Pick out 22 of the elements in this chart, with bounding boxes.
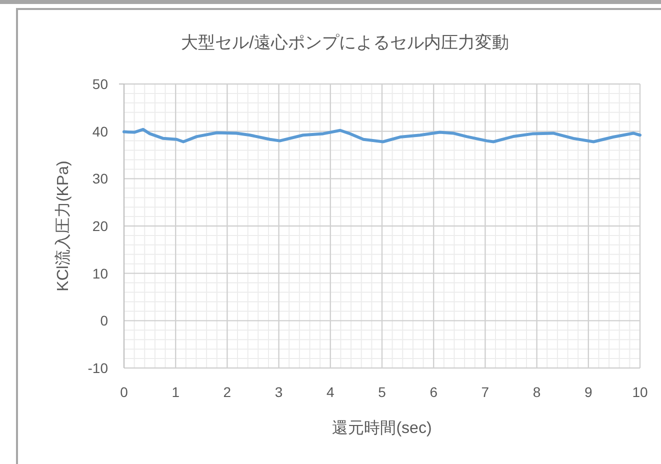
y-tick-label: -10 <box>88 360 108 376</box>
x-tick-label: 2 <box>223 384 232 400</box>
x-tick-label: 0 <box>120 384 128 400</box>
line-series <box>122 128 642 144</box>
chart-title: 大型セル/遠心ポンプによるセル内圧力変動 <box>181 33 509 52</box>
x-tick-label: 3 <box>274 384 283 400</box>
x-tick-label: 6 <box>430 384 438 400</box>
y-tick-label: 0 <box>100 312 108 329</box>
x-axis-title: 還元時間(sec) <box>332 419 432 437</box>
y-tick-label: 10 <box>92 265 108 282</box>
y-tick-label: 20 <box>92 218 108 234</box>
x-tick-label: 7 <box>481 384 490 400</box>
y-tick-label: 40 <box>92 123 108 140</box>
y-axis-title: KCl流入圧力(KPa) <box>54 160 72 292</box>
y-tick-label: 30 <box>92 170 108 187</box>
x-tick-label: 1 <box>172 384 180 400</box>
x-tick-label: 5 <box>378 384 386 400</box>
y-tick-label: 50 <box>92 76 108 92</box>
x-tick-label: 9 <box>584 384 592 400</box>
x-tick-label: 4 <box>326 384 334 400</box>
x-tick-label: 8 <box>532 384 541 400</box>
x-tick-label: 10 <box>632 384 648 400</box>
